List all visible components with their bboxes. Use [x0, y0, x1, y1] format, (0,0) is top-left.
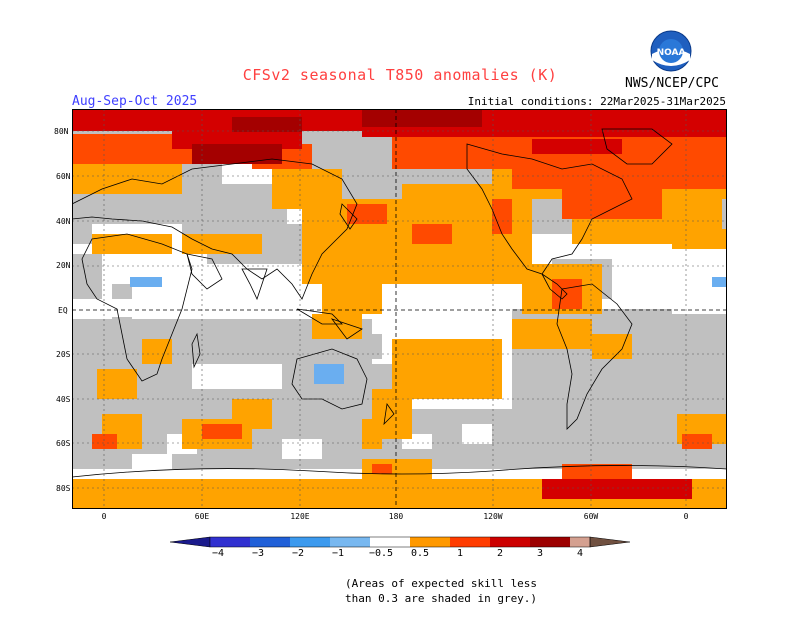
skill-note-line2: than 0.3 are shaded in grey.): [345, 592, 538, 605]
colorbar-label: −3: [251, 548, 265, 559]
colorbar-label: 3: [536, 548, 544, 559]
colorbar-label: −0.5: [368, 548, 394, 559]
lon-label: 60W: [583, 512, 599, 521]
colorbar-label: 4: [576, 548, 584, 559]
lon-label: 60E: [194, 512, 210, 521]
colorbar-swatch: [450, 537, 490, 547]
colorbar-swatch: [570, 537, 590, 547]
lon-label: 0: [683, 512, 689, 521]
colorbar-label: −4: [211, 548, 225, 559]
graticule: [72, 109, 727, 509]
lat-label: 60N: [56, 172, 71, 181]
lat-label: EQ: [58, 306, 68, 315]
lon-label: 180: [388, 512, 404, 521]
colorbar-swatch: [490, 537, 530, 547]
lon-label: 120E: [290, 512, 310, 521]
lat-label: 80N: [54, 127, 69, 136]
colorbar-label: 0.5: [410, 548, 430, 559]
anomaly-map: [72, 109, 727, 509]
skill-note: (Areas of expected skill less than 0.3 a…: [345, 576, 537, 606]
colorbar-label: 1: [456, 548, 464, 559]
anomaly-3-4: [192, 109, 482, 164]
lon-label: 0: [101, 512, 107, 521]
skill-note-line1: (Areas of expected skill less: [345, 577, 538, 590]
colorbar-min-arrow: [170, 536, 211, 548]
organization-label: NWS/NCEP/CPC: [625, 76, 719, 91]
lat-label: 40S: [56, 395, 71, 404]
lat-label: 40N: [56, 217, 71, 226]
noaa-logo: NOAA: [650, 30, 692, 72]
map-title: CFSv2 seasonal T850 anomalies (K): [242, 66, 558, 84]
forecast-period: Aug-Sep-Oct 2025: [72, 94, 198, 109]
colorbar-label: 2: [496, 548, 504, 559]
lon-label: 120W: [483, 512, 503, 521]
colorbar-label: −2: [291, 548, 305, 559]
lat-label: 20S: [56, 350, 71, 359]
colorbar-max-arrow: [589, 536, 630, 548]
colorbar-swatch: [530, 537, 570, 547]
colorbar-swatch: [370, 537, 410, 547]
colorbar: [170, 536, 630, 548]
lat-label: 80S: [56, 484, 71, 493]
colorbar-swatch: [330, 537, 370, 547]
map-frame: [72, 109, 727, 509]
lat-label: 60S: [56, 439, 71, 448]
anomaly-negative: [130, 277, 727, 384]
colorbar-swatch: [290, 537, 330, 547]
coastlines: [72, 128, 727, 478]
colorbar-swatch: [410, 537, 450, 547]
colorbar-label: −1: [331, 548, 345, 559]
equator-dateline: [72, 109, 727, 509]
logo-text: NOAA: [657, 48, 686, 58]
colorbar-swatch: [250, 537, 290, 547]
initial-conditions: Initial conditions: 22Mar2025-31Mar2025: [467, 95, 726, 108]
lat-label: 20N: [56, 261, 71, 270]
colorbar-swatch: [210, 537, 250, 547]
